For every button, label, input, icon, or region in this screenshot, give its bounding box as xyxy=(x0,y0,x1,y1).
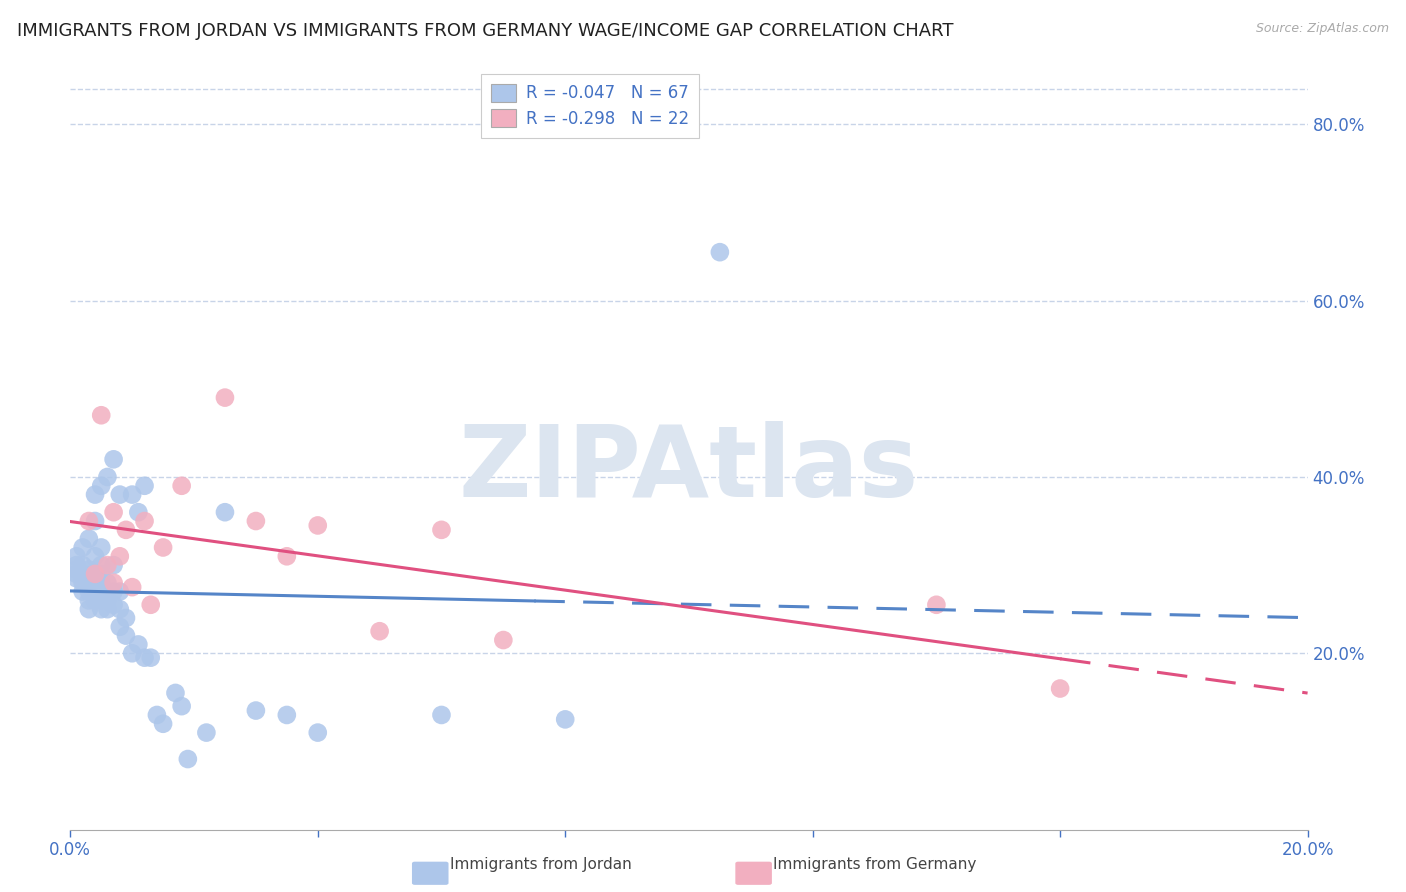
Point xyxy=(177,752,200,766)
Point xyxy=(77,584,100,599)
Point xyxy=(115,523,138,537)
Point xyxy=(65,562,87,576)
Point xyxy=(276,708,298,723)
Point xyxy=(195,725,218,739)
Point xyxy=(84,575,107,590)
Point xyxy=(90,409,112,423)
Point xyxy=(108,584,131,599)
Point xyxy=(139,650,162,665)
Point xyxy=(115,611,138,625)
Point xyxy=(72,541,94,555)
Point xyxy=(134,650,156,665)
Point xyxy=(709,245,731,260)
Point xyxy=(170,699,193,714)
Point xyxy=(90,593,112,607)
Point xyxy=(65,549,87,564)
Point xyxy=(65,558,87,573)
Point xyxy=(925,598,948,612)
Point xyxy=(77,514,100,528)
Point xyxy=(96,558,118,573)
Point xyxy=(90,479,112,493)
Point xyxy=(84,584,107,599)
Point xyxy=(103,598,125,612)
Point xyxy=(307,725,329,739)
Point xyxy=(90,575,112,590)
Point xyxy=(90,558,112,573)
Point xyxy=(214,391,236,405)
Point xyxy=(134,514,156,528)
Point xyxy=(96,470,118,484)
Point xyxy=(103,584,125,599)
Legend: R = -0.047   N = 67, R = -0.298   N = 22: R = -0.047 N = 67, R = -0.298 N = 22 xyxy=(481,74,699,137)
Point xyxy=(84,566,107,581)
Point xyxy=(121,487,143,501)
Point xyxy=(96,593,118,607)
Point xyxy=(77,575,100,590)
Point xyxy=(430,708,453,723)
Point xyxy=(65,571,87,585)
Point xyxy=(84,549,107,564)
Point xyxy=(77,602,100,616)
Point xyxy=(127,505,149,519)
Text: IMMIGRANTS FROM JORDAN VS IMMIGRANTS FROM GERMANY WAGE/INCOME GAP CORRELATION CH: IMMIGRANTS FROM JORDAN VS IMMIGRANTS FRO… xyxy=(17,22,953,40)
Point xyxy=(214,505,236,519)
Point xyxy=(245,704,267,718)
Point xyxy=(121,646,143,660)
Point xyxy=(72,558,94,573)
Point xyxy=(84,593,107,607)
Point xyxy=(103,505,125,519)
Point xyxy=(72,575,94,590)
Point xyxy=(430,523,453,537)
Point xyxy=(554,712,576,726)
Point xyxy=(77,571,100,585)
Point xyxy=(170,479,193,493)
Point xyxy=(276,549,298,564)
Point xyxy=(84,487,107,501)
Point xyxy=(121,580,143,594)
Point xyxy=(77,593,100,607)
Point xyxy=(108,620,131,634)
Point xyxy=(96,602,118,616)
Point xyxy=(72,566,94,581)
Point xyxy=(84,514,107,528)
Point xyxy=(72,584,94,599)
Point xyxy=(127,637,149,651)
Point xyxy=(90,584,112,599)
Point xyxy=(152,541,174,555)
Text: Immigrants from Jordan: Immigrants from Jordan xyxy=(450,857,631,872)
Point xyxy=(103,558,125,573)
Point xyxy=(134,479,156,493)
Point xyxy=(152,716,174,731)
Text: Immigrants from Germany: Immigrants from Germany xyxy=(773,857,977,872)
Point xyxy=(1049,681,1071,696)
Point xyxy=(65,566,87,581)
Point xyxy=(108,487,131,501)
Point xyxy=(307,518,329,533)
Point xyxy=(115,629,138,643)
Point xyxy=(90,541,112,555)
Point xyxy=(165,686,187,700)
Point xyxy=(90,566,112,581)
Point xyxy=(84,566,107,581)
Point xyxy=(368,624,391,639)
Point xyxy=(146,708,169,723)
Point xyxy=(77,562,100,576)
Point xyxy=(77,532,100,546)
Point xyxy=(108,549,131,564)
Point xyxy=(103,452,125,467)
Point xyxy=(492,633,515,648)
Point xyxy=(103,575,125,590)
Point xyxy=(108,602,131,616)
Point xyxy=(245,514,267,528)
Text: Source: ZipAtlas.com: Source: ZipAtlas.com xyxy=(1256,22,1389,36)
Point xyxy=(90,602,112,616)
Text: ZIPAtlas: ZIPAtlas xyxy=(458,421,920,518)
Point xyxy=(96,575,118,590)
Point xyxy=(84,580,107,594)
Point xyxy=(139,598,162,612)
